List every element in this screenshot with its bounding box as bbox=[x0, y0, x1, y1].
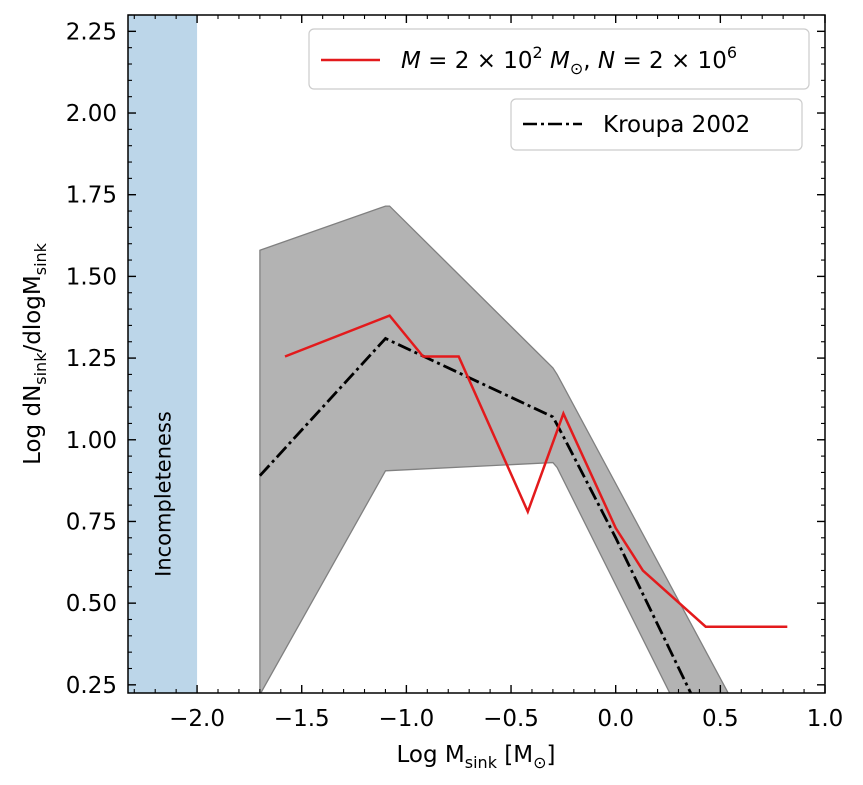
x-axis-label: Log Msink [M⊙] bbox=[397, 742, 556, 772]
spread-band bbox=[259, 205, 729, 693]
legend-secondary: Kroupa 2002 bbox=[510, 98, 803, 151]
y-tick-label: 1.00 bbox=[66, 428, 117, 454]
x-tick-label: −1.0 bbox=[378, 706, 434, 732]
y-axis-label: Log dNsink/dlogMsink bbox=[20, 242, 50, 465]
y-tick-label: 0.50 bbox=[66, 591, 117, 617]
x-tick-label: −2.0 bbox=[169, 706, 225, 732]
x-tick-label: 1.0 bbox=[807, 706, 844, 732]
legend-primary-box bbox=[308, 28, 810, 90]
x-tick-label: −0.5 bbox=[483, 706, 539, 732]
y-tick-label: 2.25 bbox=[66, 19, 117, 45]
incompleteness-label: Incompleteness bbox=[152, 411, 176, 577]
x-tick-label: 0.0 bbox=[597, 706, 634, 732]
legend-label-simulation: M = 2 × 102 M⊙, N = 2 × 106 bbox=[401, 43, 737, 78]
y-tick-label: 0.75 bbox=[66, 509, 117, 535]
y-tick-label: 2.00 bbox=[66, 101, 117, 127]
series-line-simulation bbox=[284, 314, 788, 628]
x-tick-label: −1.5 bbox=[274, 706, 330, 732]
y-tick-label: 1.50 bbox=[66, 264, 117, 290]
x-tick-label: 0.5 bbox=[702, 706, 739, 732]
legend-primary: M = 2 × 102 M⊙, N = 2 × 106 bbox=[308, 28, 810, 90]
y-tick-label: 0.25 bbox=[66, 673, 117, 699]
y-tick-label: 1.75 bbox=[66, 183, 117, 209]
y-tick-label: 1.25 bbox=[66, 346, 117, 372]
legend-label-kroupa: Kroupa 2002 bbox=[603, 112, 750, 138]
plot-frame bbox=[127, 14, 826, 694]
incompleteness-region bbox=[128, 15, 198, 693]
legend-secondary-box bbox=[510, 98, 803, 151]
